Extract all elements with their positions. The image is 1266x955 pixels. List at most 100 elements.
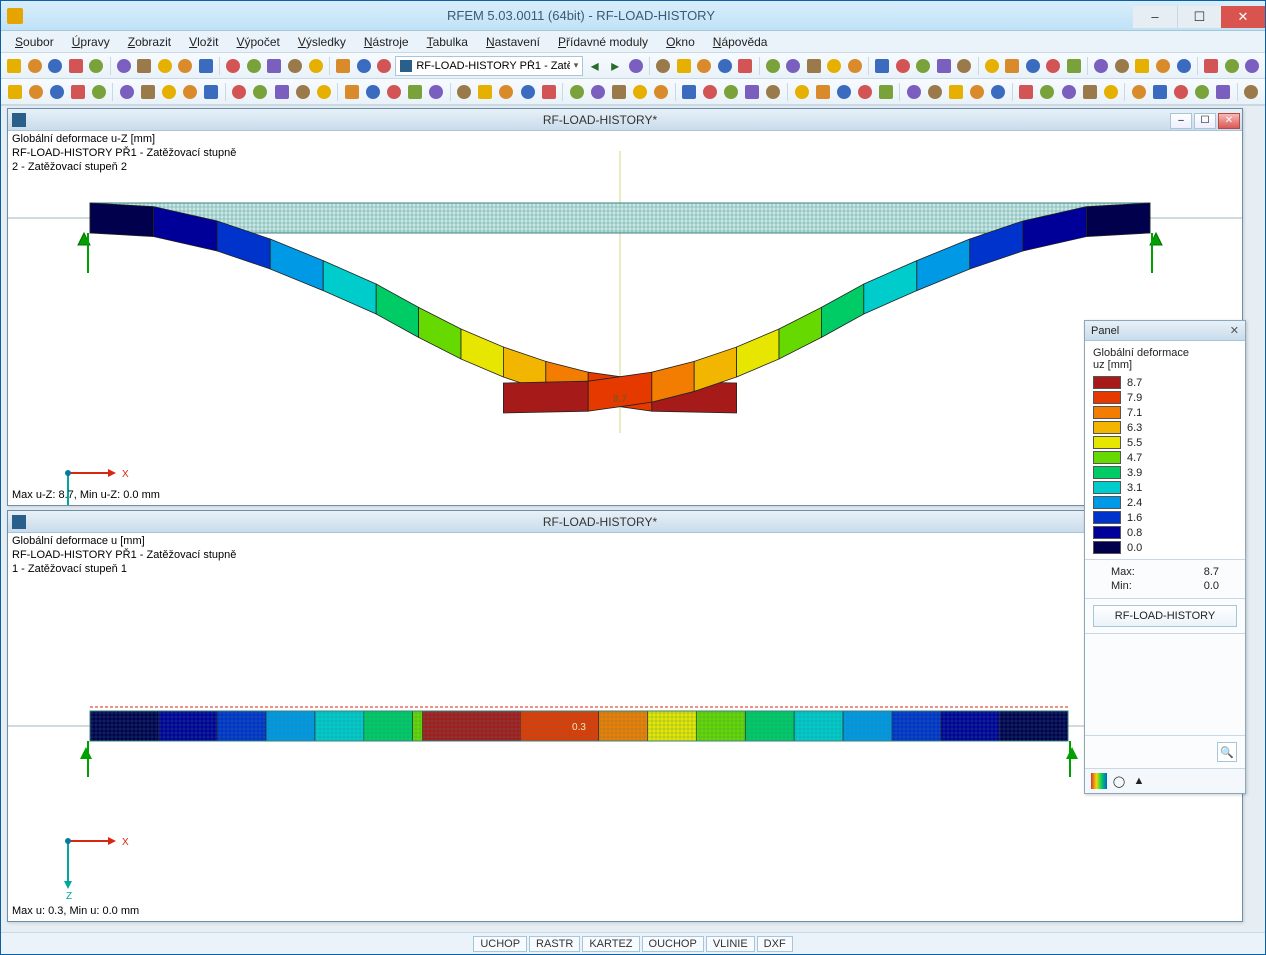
toolbar-button[interactable] — [1113, 56, 1132, 76]
toolbar-button[interactable] — [1174, 56, 1193, 76]
toolbar-button[interactable] — [873, 56, 892, 76]
toolbar-button[interactable] — [384, 82, 403, 102]
toolbar-button[interactable] — [160, 82, 179, 102]
toolbar-button[interactable] — [497, 82, 516, 102]
toolbar-button[interactable] — [181, 82, 200, 102]
toolbar-button[interactable] — [1101, 82, 1120, 102]
toolbar-button[interactable] — [1024, 56, 1043, 76]
toolbar-button[interactable] — [230, 82, 249, 102]
toolbar-button[interactable] — [630, 82, 649, 102]
toolbar-button[interactable] — [68, 82, 87, 102]
menu-item-vsledky[interactable]: Výsledky — [290, 33, 354, 51]
toolbar-button[interactable] — [651, 82, 670, 102]
toolbar-button[interactable] — [314, 82, 333, 102]
status-toggle-kartez[interactable]: KARTEZ — [582, 936, 639, 952]
menu-item-pravy[interactable]: Úpravy — [64, 33, 118, 51]
toolbar-button[interactable] — [968, 82, 987, 102]
toolbar-button[interactable] — [855, 82, 874, 102]
toolbar-button[interactable] — [804, 56, 823, 76]
minimize-button[interactable]: – — [1133, 6, 1177, 28]
toolbar-button[interactable] — [1214, 82, 1233, 102]
toolbar-button[interactable] — [825, 56, 844, 76]
toolbar-button[interactable] — [518, 82, 537, 102]
toolbar-button[interactable] — [743, 82, 762, 102]
status-toggle-dxf[interactable]: DXF — [757, 936, 793, 952]
toolbar-button[interactable] — [1150, 82, 1169, 102]
toolbar-button[interactable] — [354, 56, 373, 76]
menu-item-nastaven[interactable]: Nastavení — [478, 33, 548, 51]
toolbar-button[interactable] — [306, 56, 325, 76]
toolbar-button[interactable] — [176, 56, 195, 76]
toolbar-button[interactable] — [427, 82, 446, 102]
toolbar-button[interactable] — [406, 82, 425, 102]
toolbar-button[interactable] — [1017, 82, 1036, 102]
child1-minimize-button[interactable]: – — [1170, 113, 1192, 129]
toolbar-button[interactable] — [904, 82, 923, 102]
toolbar-button[interactable] — [989, 82, 1008, 102]
toolbar-button[interactable] — [763, 56, 782, 76]
toolbar-button[interactable] — [135, 56, 154, 76]
toolbar-button[interactable] — [609, 82, 628, 102]
toolbar-button[interactable] — [1080, 82, 1099, 102]
panel-tab-colors-icon[interactable] — [1091, 773, 1107, 789]
status-toggle-vlinie[interactable]: VLINIE — [706, 936, 755, 952]
toolbar-button[interactable] — [26, 56, 45, 76]
maximize-button[interactable]: ☐ — [1177, 6, 1221, 28]
toolbar-button[interactable] — [813, 82, 832, 102]
toolbar-button[interactable] — [202, 82, 221, 102]
toolbar-button[interactable] — [87, 56, 106, 76]
toolbar-button[interactable] — [935, 56, 954, 76]
toolbar-button[interactable] — [846, 56, 865, 76]
toolbar-button[interactable] — [955, 56, 974, 76]
menu-item-zobrazit[interactable]: Zobrazit — [120, 33, 179, 51]
toolbar-button[interactable] — [224, 56, 243, 76]
toolbar-button[interactable] — [674, 56, 693, 76]
child2-viewport[interactable]: Globální deformace u [mm] RF-LOAD-HISTOR… — [8, 533, 1242, 921]
menu-item-vloit[interactable]: Vložit — [181, 33, 226, 51]
toolbar-button[interactable] — [117, 82, 136, 102]
toolbar-button[interactable] — [26, 82, 45, 102]
toolbar-button[interactable] — [736, 56, 755, 76]
panel-module-button[interactable]: RF-LOAD-HISTORY — [1093, 605, 1237, 627]
toolbar-button[interactable] — [342, 82, 361, 102]
child1-titlebar[interactable]: RF-LOAD-HISTORY* – ☐ ✕ — [8, 109, 1242, 131]
child2-titlebar[interactable]: RF-LOAD-HISTORY* – ☐ ✕ — [8, 511, 1242, 533]
child1-viewport[interactable]: Globální deformace u-Z [mm] RF-LOAD-HIST… — [8, 131, 1242, 505]
toolbar-button[interactable] — [834, 82, 853, 102]
panel-tab-filter-icon[interactable]: ▲ — [1131, 773, 1147, 789]
toolbar-button[interactable] — [914, 56, 933, 76]
toolbar-button[interactable] — [876, 82, 895, 102]
toolbar-button[interactable] — [115, 56, 134, 76]
toolbar-button[interactable] — [1044, 56, 1063, 76]
toolbar-button[interactable] — [46, 56, 65, 76]
panel-close-icon[interactable]: ✕ — [1230, 324, 1239, 337]
toolbar-button[interactable] — [654, 56, 673, 76]
toolbar-button[interactable] — [286, 56, 305, 76]
status-toggle-uchop[interactable]: UCHOP — [473, 936, 527, 952]
toolbar-button[interactable] — [1059, 82, 1078, 102]
toolbar-button[interactable] — [715, 56, 734, 76]
status-toggle-rastr[interactable]: RASTR — [529, 936, 580, 952]
toolbar-button[interactable] — [334, 56, 353, 76]
toolbar-button[interactable] — [139, 82, 158, 102]
toolbar-button[interactable] — [89, 82, 108, 102]
toolbar-button[interactable] — [680, 82, 699, 102]
toolbar-button[interactable] — [764, 82, 783, 102]
toolbar-button[interactable] — [626, 56, 645, 76]
loadcase-combo[interactable]: RF-LOAD-HISTORY PŘ1 - Zatěžovací stu▾ — [395, 56, 583, 76]
close-button[interactable]: ✕ — [1221, 6, 1265, 28]
child1-close-button[interactable]: ✕ — [1218, 113, 1240, 129]
toolbar-button[interactable] — [1133, 56, 1152, 76]
toolbar-button[interactable] — [156, 56, 175, 76]
toolbar-button[interactable] — [925, 82, 944, 102]
toolbar-button[interactable] — [245, 56, 264, 76]
toolbar-button[interactable] — [1065, 56, 1084, 76]
toolbar-button[interactable] — [695, 56, 714, 76]
toolbar-button[interactable] — [1038, 82, 1057, 102]
toolbar-button[interactable] — [1003, 56, 1022, 76]
toolbar-button[interactable] — [701, 82, 720, 102]
menu-item-nstroje[interactable]: Nástroje — [356, 33, 417, 51]
toolbar-button[interactable] — [539, 82, 558, 102]
toolbar-button[interactable] — [784, 56, 803, 76]
child1-maximize-button[interactable]: ☐ — [1194, 113, 1216, 129]
